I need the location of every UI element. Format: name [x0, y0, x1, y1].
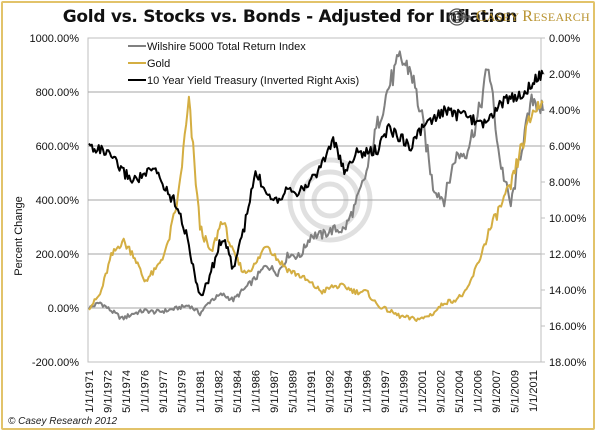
- y-tick-label: 600.00%: [36, 141, 80, 153]
- x-tick-label: 9/1/1997: [380, 370, 392, 413]
- x-tick-label: 5/1/1999: [399, 370, 411, 413]
- x-tick-label: 1/1/1986: [251, 370, 263, 413]
- y2-tick-label: 4.00%: [549, 105, 580, 117]
- y2-tick-label: 16.00%: [549, 321, 587, 333]
- y2-tick-label: 6.00%: [549, 141, 580, 153]
- y2-tick-label: 10.00%: [549, 213, 587, 225]
- x-tick-label: 9/1/1977: [158, 370, 170, 413]
- y2-tick-label: 18.00%: [549, 357, 587, 369]
- x-tick-label: 9/1/2002: [436, 370, 448, 413]
- y-tick-label: 800.00%: [36, 87, 80, 99]
- y-tick-label: 200.00%: [36, 249, 80, 261]
- x-tick-label: 1/1/2011: [528, 370, 540, 412]
- copyright-text: © Casey Research 2012: [8, 416, 118, 427]
- y2-tick-label: 14.00%: [549, 285, 587, 297]
- series-line-gold: [88, 95, 544, 322]
- x-tick-label: 1/1/2006: [473, 370, 485, 413]
- casey-logo-icon: [448, 8, 471, 26]
- legend-item-treasury-label: 10 Year Yield Treasury (Inverted Right A…: [147, 75, 359, 87]
- chart-frame: [1, 1, 595, 430]
- y2-tick-label: 12.00%: [549, 249, 587, 261]
- x-tick-label: 5/1/2004: [454, 370, 466, 413]
- x-tick-label: 5/1/1984: [232, 370, 244, 413]
- logo-text: CASEY RESEARCH: [475, 8, 590, 25]
- y-tick-label: 1000.00%: [29, 33, 79, 45]
- x-tick-label: 1/1/1981: [195, 370, 207, 413]
- series-line-wilshire: [88, 50, 544, 321]
- x-tick-label: 9/1/1972: [103, 370, 115, 413]
- x-tick-label: 1/1/1991: [306, 370, 318, 413]
- series-line-treasury: [88, 69, 544, 297]
- x-tick-label: 5/1/1974: [121, 370, 133, 413]
- y-axis-label: Percent Change: [13, 196, 25, 276]
- x-tick-label: 1/1/1996: [362, 370, 374, 413]
- x-tick-label: 5/1/1989: [288, 370, 300, 413]
- x-tick-label: 5/1/2009: [510, 370, 522, 413]
- x-tick-label: 9/1/1987: [269, 370, 281, 413]
- casey-research-logo: CASEY RESEARCH: [447, 7, 590, 27]
- y2-tick-label: 0.00%: [549, 33, 580, 45]
- y-tick-label: 0.00%: [48, 303, 79, 315]
- x-tick-label: 1/1/2001: [417, 370, 429, 413]
- y-tick-label: 400.00%: [36, 195, 80, 207]
- chart-title: Gold vs. Stocks vs. Bonds - Adjusted for…: [0, 7, 600, 27]
- chart-title-text: Gold vs. Stocks vs. Bonds - Adjusted for…: [62, 7, 518, 27]
- x-tick-label: 5/1/1979: [177, 370, 189, 413]
- y2-tick-label: 8.00%: [549, 177, 580, 189]
- legend-item-gold-label: Gold: [147, 58, 170, 70]
- x-tick-label: 9/1/1992: [325, 370, 337, 413]
- x-tick-label: 1/1/1976: [140, 370, 152, 413]
- x-tick-label: 1/1/1971: [84, 370, 96, 413]
- y-tick-label: -200.00%: [32, 357, 79, 369]
- x-tick-label: 9/1/1982: [214, 370, 226, 413]
- y2-tick-label: 2.00%: [549, 69, 580, 81]
- x-tick-label: 9/1/2007: [491, 370, 503, 413]
- x-tick-label: 5/1/1994: [343, 370, 355, 413]
- legend: Wilshire 5000 Total Return Index Gold 10 Y…: [128, 41, 359, 87]
- legend-item-wilshire-label: Wilshire 5000 Total Return Index: [147, 41, 306, 53]
